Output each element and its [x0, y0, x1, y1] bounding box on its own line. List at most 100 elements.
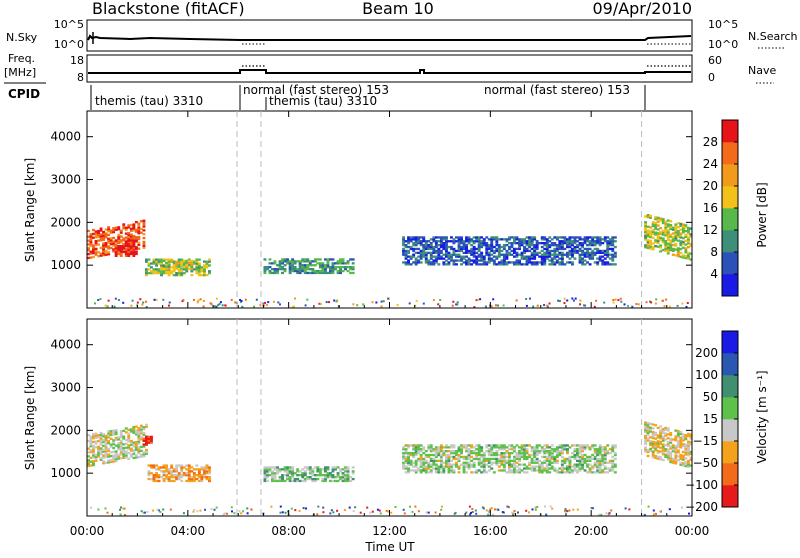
- data-cell: [586, 444, 589, 447]
- data-cell: [175, 476, 179, 479]
- data-cell: [510, 452, 514, 455]
- data-cell: [407, 263, 410, 266]
- data-cell: [432, 463, 436, 466]
- data-cell: [107, 442, 111, 445]
- data-cell: [104, 242, 108, 245]
- data-cell: [588, 247, 592, 251]
- data-cell: [661, 447, 665, 450]
- data-cell: [664, 220, 668, 223]
- data-cell: [132, 441, 136, 444]
- data-cell: [165, 272, 168, 275]
- data-cell: [470, 446, 474, 449]
- data-cell: [664, 449, 668, 453]
- data-cell: [308, 468, 312, 471]
- data-cell: [513, 461, 516, 464]
- data-cell: [558, 450, 562, 453]
- data-cell: [543, 304, 546, 306]
- data-cell: [447, 453, 451, 457]
- data-cell: [467, 249, 471, 253]
- data-cell: [450, 471, 453, 474]
- data-cell: [492, 298, 495, 301]
- data-cell: [152, 258, 156, 261]
- data-cell: [555, 469, 559, 472]
- data-cell: [593, 463, 597, 466]
- data-cell: [475, 238, 479, 241]
- data-cell: [311, 271, 315, 275]
- data-cell: [263, 271, 267, 275]
- data-cell: [414, 263, 418, 266]
- data-cell: [224, 512, 227, 515]
- data-cell: [205, 262, 209, 265]
- data-cell: [331, 262, 335, 265]
- data-cell: [402, 247, 405, 251]
- data-cell: [535, 453, 539, 457]
- data-cell: [303, 479, 307, 483]
- data-cell: [311, 260, 315, 263]
- data-cell: [659, 244, 663, 247]
- data-cell: [555, 238, 559, 241]
- data-cell: [451, 304, 454, 307]
- data-cell: [676, 226, 680, 229]
- data-cell: [533, 469, 537, 472]
- data-cell: [427, 467, 431, 470]
- data-cell: [518, 244, 521, 247]
- data-cell: [560, 261, 564, 264]
- data-cell: [107, 253, 111, 256]
- data-cell: [429, 448, 433, 451]
- data-cell: [495, 463, 499, 466]
- data-cell: [681, 454, 685, 457]
- data-cell: [147, 264, 151, 267]
- data-cell: [613, 253, 617, 256]
- data-cell: [558, 453, 562, 457]
- data-cell: [94, 240, 98, 243]
- data-cell: [588, 253, 592, 256]
- data-cell: [336, 271, 340, 275]
- data-cell: [455, 303, 458, 306]
- data-cell: [291, 258, 295, 261]
- data-cell: [424, 257, 428, 260]
- data-cell: [99, 458, 103, 461]
- data-cell: [165, 258, 168, 261]
- data-cell: [508, 444, 511, 447]
- data-cell: [462, 463, 466, 466]
- data-cell: [606, 467, 610, 470]
- data-cell: [676, 459, 680, 462]
- data-cell: [114, 454, 118, 457]
- data-cell: [689, 258, 693, 261]
- data-cell: [651, 242, 655, 245]
- data-cell: [497, 249, 501, 253]
- data-cell: [402, 238, 405, 241]
- data-cell: [129, 223, 133, 227]
- data-cell: [669, 460, 673, 464]
- data-cell: [404, 263, 408, 266]
- data-cell: [281, 479, 284, 483]
- data-cell: [155, 272, 158, 275]
- data-cell: [545, 251, 549, 254]
- data-cell: [661, 431, 665, 435]
- data-cell: [407, 249, 410, 253]
- data-cell: [485, 263, 489, 266]
- data-cell: [104, 452, 108, 455]
- data-cell: [475, 251, 479, 254]
- data-cell: [429, 450, 433, 453]
- data-cell: [689, 450, 693, 454]
- data-cell: [127, 438, 131, 441]
- data-cell: [543, 238, 547, 241]
- data-cell: [122, 452, 126, 456]
- data-cell: [167, 476, 171, 479]
- data-cell: [137, 241, 141, 244]
- data-cell: [124, 454, 128, 457]
- data-cell: [117, 235, 121, 239]
- data-cell: [571, 244, 574, 247]
- data-cell: [490, 452, 494, 455]
- data-cell: [563, 459, 567, 462]
- data-cell: [380, 300, 383, 303]
- data-cell: [508, 455, 511, 459]
- data-cell: [172, 267, 176, 270]
- data-cell: [571, 242, 574, 245]
- data-cell: [170, 470, 174, 473]
- data-cell: [480, 242, 484, 245]
- data-cell: [308, 264, 312, 267]
- data-cell: [127, 434, 131, 437]
- data-cell: [536, 506, 539, 508]
